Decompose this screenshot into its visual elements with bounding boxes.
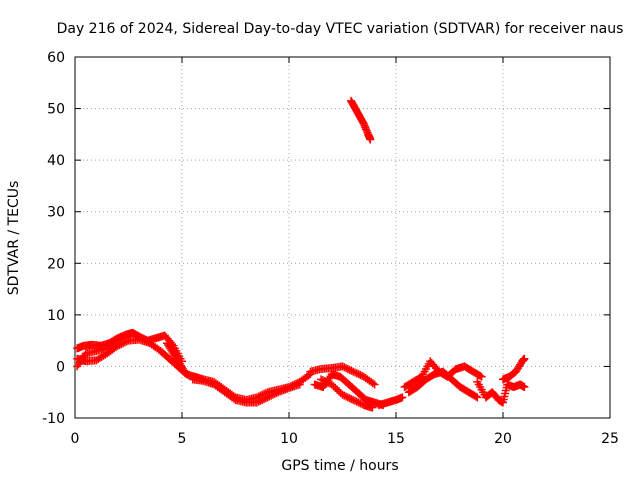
y-tick-label: 40 [47, 153, 65, 169]
data-point [318, 376, 327, 385]
data-point [356, 399, 365, 408]
data-point [304, 371, 313, 380]
data-point [520, 383, 529, 392]
data-point [368, 403, 377, 412]
data-point [352, 369, 361, 378]
data-point [370, 380, 379, 389]
y-tick-label: 10 [47, 308, 65, 324]
data-point [327, 380, 336, 389]
x-tick-label: 0 [71, 431, 80, 447]
data-point [345, 365, 354, 374]
data-point [267, 391, 276, 400]
data-point [347, 395, 356, 404]
data-point [398, 393, 407, 402]
x-tick-label: 15 [387, 431, 405, 447]
data-point [115, 335, 124, 344]
data-point [476, 371, 485, 380]
data-point [252, 398, 261, 407]
data-point [350, 396, 359, 405]
data-point [333, 385, 342, 394]
data-point [263, 393, 272, 402]
data-point [342, 364, 351, 373]
y-tick-label: 30 [47, 205, 65, 221]
data-point [331, 383, 340, 392]
data-point [120, 333, 129, 342]
series-track-3 [73, 331, 133, 371]
x-tick-label: 20 [494, 431, 512, 447]
data-point [119, 334, 128, 343]
data-point [342, 392, 351, 401]
data-points [73, 96, 529, 412]
data-point [261, 394, 270, 403]
data-point [338, 362, 347, 371]
data-point [471, 392, 480, 401]
y-tick-labels: -10 0 10 20 30 40 50 60 [42, 50, 65, 427]
series-track-5 [188, 375, 304, 407]
y-tick-label: 50 [47, 102, 65, 118]
tick-layer [74, 56, 611, 419]
data-point [317, 375, 326, 384]
data-point [477, 372, 486, 381]
data-point [320, 377, 329, 386]
data-point [256, 396, 265, 405]
data-point [352, 397, 361, 406]
data-point [258, 395, 267, 404]
data-point [347, 366, 356, 375]
series-track-10 [374, 393, 407, 410]
series-track-12 [404, 367, 482, 402]
data-point [520, 354, 529, 363]
y-tick-label: 20 [47, 256, 65, 272]
y-tick-label: 0 [56, 359, 65, 375]
data-point [260, 395, 269, 404]
data-point [295, 380, 304, 389]
data-point [366, 135, 375, 144]
data-point [345, 394, 354, 403]
data-point [324, 378, 333, 387]
data-point [349, 395, 358, 404]
data-point [354, 398, 363, 407]
data-point [124, 331, 133, 340]
data-point [117, 334, 126, 343]
y-tick-label: -10 [42, 411, 65, 427]
data-point [334, 387, 343, 396]
data-point [350, 368, 359, 377]
data-point [322, 377, 331, 386]
data-point [343, 365, 352, 374]
data-point [270, 389, 279, 398]
data-point [340, 391, 349, 400]
data-point [229, 394, 238, 403]
data-point [368, 379, 377, 388]
chart-title: Day 216 of 2024, Sidereal Day-to-day VTE… [57, 21, 624, 37]
data-point [354, 370, 363, 379]
y-axis-label: SDTVAR / TECUs [6, 181, 22, 296]
data-point [343, 393, 352, 402]
series-track-7 [310, 370, 388, 410]
x-tick-label: 25 [601, 431, 619, 447]
plot-frame [74, 56, 611, 419]
x-tick-label: 5 [178, 431, 187, 447]
series-track-8 [317, 375, 377, 412]
data-point [122, 332, 131, 341]
data-point [113, 336, 122, 345]
data-point [338, 390, 347, 399]
series-track-14 [499, 354, 529, 384]
data-point [340, 363, 349, 372]
data-point [473, 393, 482, 402]
x-axis-label: GPS time / hours [281, 458, 398, 474]
data-point [329, 382, 338, 391]
data-point [265, 392, 274, 401]
data-point [349, 367, 358, 376]
x-tick-label: 10 [280, 431, 298, 447]
series-track-4 [163, 339, 315, 404]
data-point [254, 397, 263, 406]
data-point [356, 371, 365, 380]
data-point [272, 389, 281, 398]
data-point [268, 390, 277, 399]
series-track-13 [473, 377, 529, 407]
x-tick-labels: 0 5 10 15 20 25 [71, 431, 619, 447]
series-track-9 [347, 96, 375, 144]
y-tick-label: 60 [47, 50, 65, 66]
